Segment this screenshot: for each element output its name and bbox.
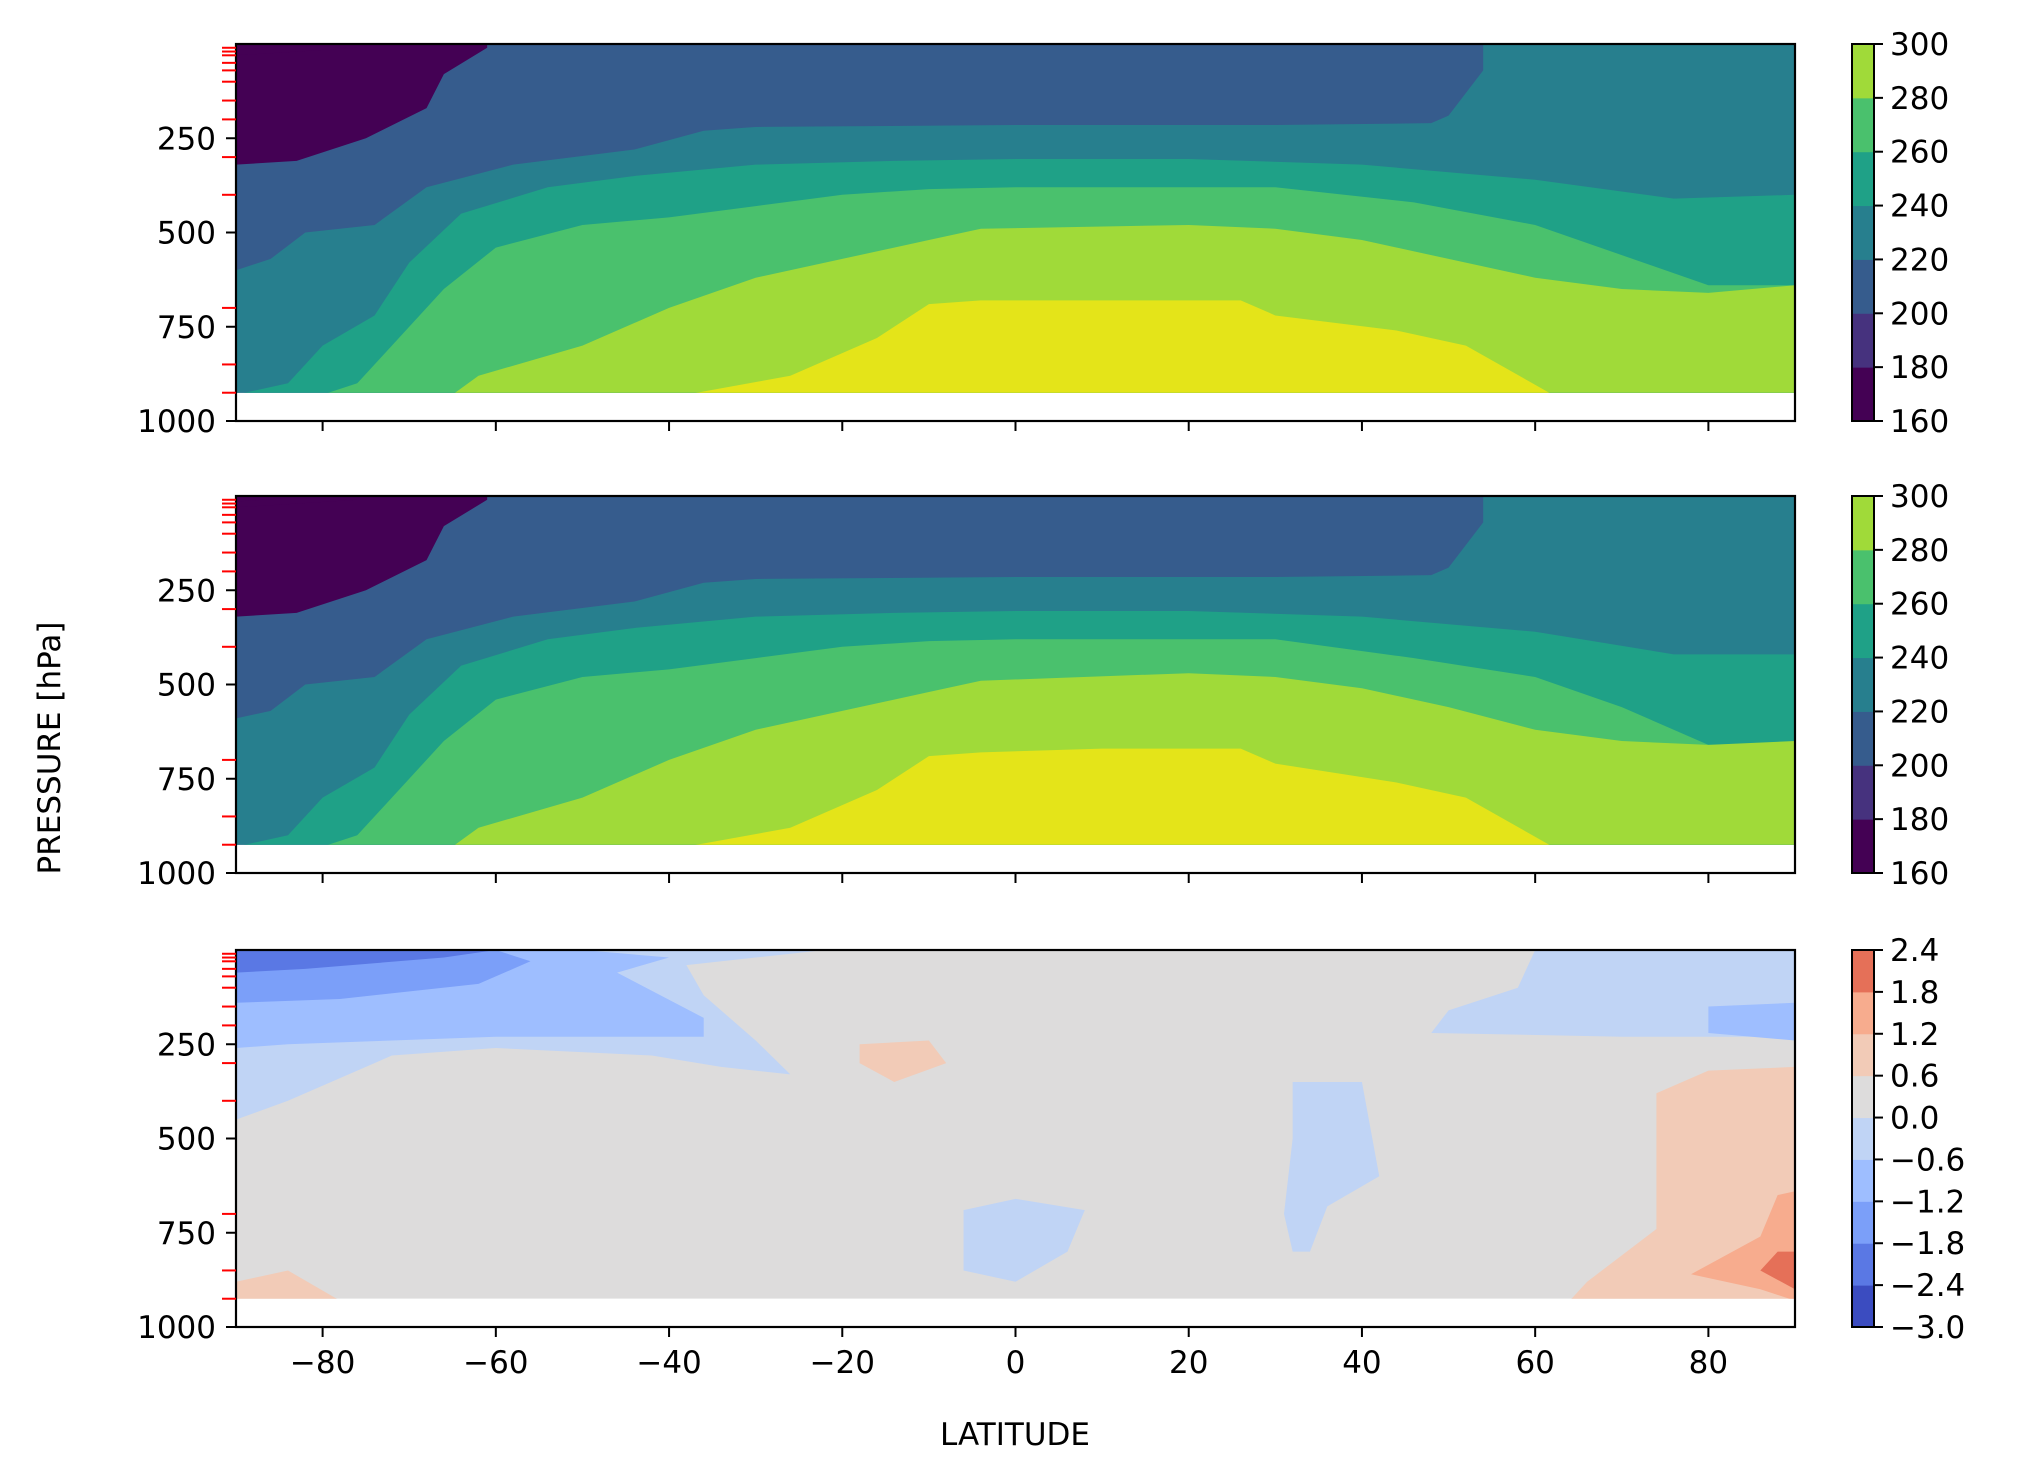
colorbar-tick-label: 300 bbox=[1890, 27, 1949, 63]
colorbar-tick-label: 200 bbox=[1890, 296, 1949, 332]
colorbar: 2.4 1.8 1.2 0.6 0.0 −0.6 −1.2 −1.8 −2.4 −3.0 bbox=[1851, 933, 1965, 1346]
colorbar-tick-label: 240 bbox=[1890, 641, 1949, 677]
contour-region-7 bbox=[1708, 1002, 1795, 1041]
colorbar-segment bbox=[1852, 1159, 1874, 1202]
x-tick-label: −80 bbox=[290, 1345, 355, 1381]
colorbar-tick-label: −1.2 bbox=[1890, 1184, 1965, 1220]
colorbar-segment bbox=[1852, 1285, 1874, 1328]
contour-region-4 bbox=[1283, 1081, 1380, 1252]
x-tick-label: 20 bbox=[1169, 1345, 1208, 1381]
colorbar-tick-label: 260 bbox=[1890, 587, 1949, 623]
contour-region-6 bbox=[1431, 950, 1795, 1037]
colorbar-tick-label: 260 bbox=[1890, 135, 1949, 171]
x-tick-label: 40 bbox=[1342, 1345, 1381, 1381]
colorbar-frame bbox=[1851, 949, 1875, 1328]
y-tick-label: 1000 bbox=[137, 404, 216, 440]
colorbar-tick-label: 1.2 bbox=[1890, 1017, 1939, 1053]
colorbar-tick-label: 200 bbox=[1890, 748, 1949, 784]
colorbar-tick-label: 280 bbox=[1890, 533, 1949, 569]
colorbar-tick-label: 240 bbox=[1890, 189, 1949, 225]
y-tick-label: 1000 bbox=[137, 1310, 216, 1346]
contour-band-min bbox=[236, 45, 358, 56]
colorbar-tick-label: 220 bbox=[1890, 242, 1949, 278]
colorbar-segment bbox=[1852, 765, 1874, 820]
colorbar: 300 280 260 240 220 200 180 160 bbox=[1851, 27, 1949, 440]
colorbar-segment bbox=[1852, 950, 1874, 993]
colorbar-tick-label: 1.8 bbox=[1890, 975, 1939, 1011]
colorbar-tick-label: −2.4 bbox=[1890, 1268, 1965, 1304]
contour-region-8 bbox=[859, 1040, 947, 1082]
panel-top: 250 500 750 1000 300 280 260 240 220 200 180 160 bbox=[137, 27, 1949, 440]
colorbar-segment bbox=[1852, 496, 1874, 551]
colorbar-segment bbox=[1852, 1075, 1874, 1119]
colorbar-segment bbox=[1852, 44, 1874, 99]
colorbar: 300 280 260 240 220 200 180 160 bbox=[1851, 479, 1949, 892]
colorbar-segment bbox=[1852, 1117, 1874, 1160]
panel-middle: 250 500 750 1000 300 280 260 240 220 200 180 160 bbox=[137, 479, 1949, 892]
x-tick-label: 0 bbox=[1006, 1345, 1026, 1381]
colorbar-segment bbox=[1852, 367, 1874, 422]
contour-field bbox=[236, 44, 1795, 393]
colorbar-tick-label: 300 bbox=[1890, 479, 1949, 515]
colorbar-tick-label: 180 bbox=[1890, 802, 1949, 838]
colorbar-tick-label: −1.8 bbox=[1890, 1226, 1965, 1262]
contour-region-9 bbox=[1571, 1066, 1795, 1299]
colorbar-segment bbox=[1852, 151, 1874, 207]
colorbar-segment bbox=[1852, 1033, 1874, 1077]
y-tick-label: 1000 bbox=[137, 856, 216, 892]
y-tick-label: 750 bbox=[157, 310, 216, 346]
colorbar-frame bbox=[1851, 43, 1875, 422]
colorbar-tick-label: 2.4 bbox=[1890, 933, 1939, 969]
x-tick-label: 60 bbox=[1515, 1345, 1554, 1381]
colorbar-segment bbox=[1852, 991, 1874, 1035]
contour-region-10 bbox=[236, 1270, 337, 1299]
colorbar-tick-label: 280 bbox=[1890, 81, 1949, 117]
colorbar-tick-label: −3.0 bbox=[1890, 1310, 1965, 1346]
contour-region-3 bbox=[236, 950, 496, 973]
contour-band-300 bbox=[696, 300, 1550, 393]
colorbar-tick-label: 0.6 bbox=[1890, 1059, 1939, 1095]
x-tick-label: −40 bbox=[636, 1345, 701, 1381]
y-tick-label: 250 bbox=[157, 1027, 216, 1063]
colorbar-tick-label: 160 bbox=[1890, 856, 1949, 892]
x-tick-label: −60 bbox=[463, 1345, 528, 1381]
x-axis-title: LATITUDE bbox=[940, 1417, 1090, 1453]
x-tick-label: 80 bbox=[1689, 1345, 1728, 1381]
colorbar-tick-label: −0.6 bbox=[1890, 1142, 1965, 1178]
y-tick-label: 500 bbox=[157, 1122, 216, 1158]
colorbar-tick-label: 180 bbox=[1890, 350, 1949, 386]
contour-band-min bbox=[236, 497, 358, 508]
colorbar-segment bbox=[1852, 1243, 1874, 1286]
contour-field bbox=[236, 950, 1795, 1299]
y-axis-title: PRESSURE [hPa] bbox=[32, 622, 68, 875]
colorbar-tick-label: 220 bbox=[1890, 694, 1949, 730]
colorbar-segment bbox=[1852, 819, 1874, 874]
contour-region-12 bbox=[1760, 1251, 1795, 1290]
panel-bottom: 250 500 750 1000 −80 −60 −40 −20 0 20 40 60 80 2.4 1.8… bbox=[137, 933, 1965, 1381]
colorbar-segment bbox=[1852, 1201, 1874, 1244]
contour-band-300 bbox=[696, 748, 1550, 845]
contour-region-5 bbox=[963, 1198, 1085, 1282]
colorbar-segment bbox=[1852, 603, 1874, 659]
colorbar-segment bbox=[1852, 97, 1874, 153]
colorbar-segment bbox=[1852, 549, 1874, 605]
colorbar-segment bbox=[1852, 205, 1874, 260]
y-tick-label: 500 bbox=[157, 216, 216, 252]
x-tick-label: −20 bbox=[810, 1345, 875, 1381]
y-tick-label: 500 bbox=[157, 668, 216, 704]
colorbar-segment bbox=[1852, 657, 1874, 712]
colorbar-segment bbox=[1852, 313, 1874, 368]
colorbar-frame bbox=[1851, 495, 1875, 874]
colorbar-tick-label: 0.0 bbox=[1890, 1101, 1939, 1137]
y-tick-label: 750 bbox=[157, 762, 216, 798]
y-tick-label: 250 bbox=[157, 573, 216, 609]
contour-field bbox=[236, 496, 1795, 845]
y-tick-label: 250 bbox=[157, 121, 216, 157]
colorbar-segment bbox=[1852, 711, 1874, 766]
colorbar-tick-label: 160 bbox=[1890, 404, 1949, 440]
colorbar-segment bbox=[1852, 259, 1874, 314]
y-tick-label: 750 bbox=[157, 1216, 216, 1252]
